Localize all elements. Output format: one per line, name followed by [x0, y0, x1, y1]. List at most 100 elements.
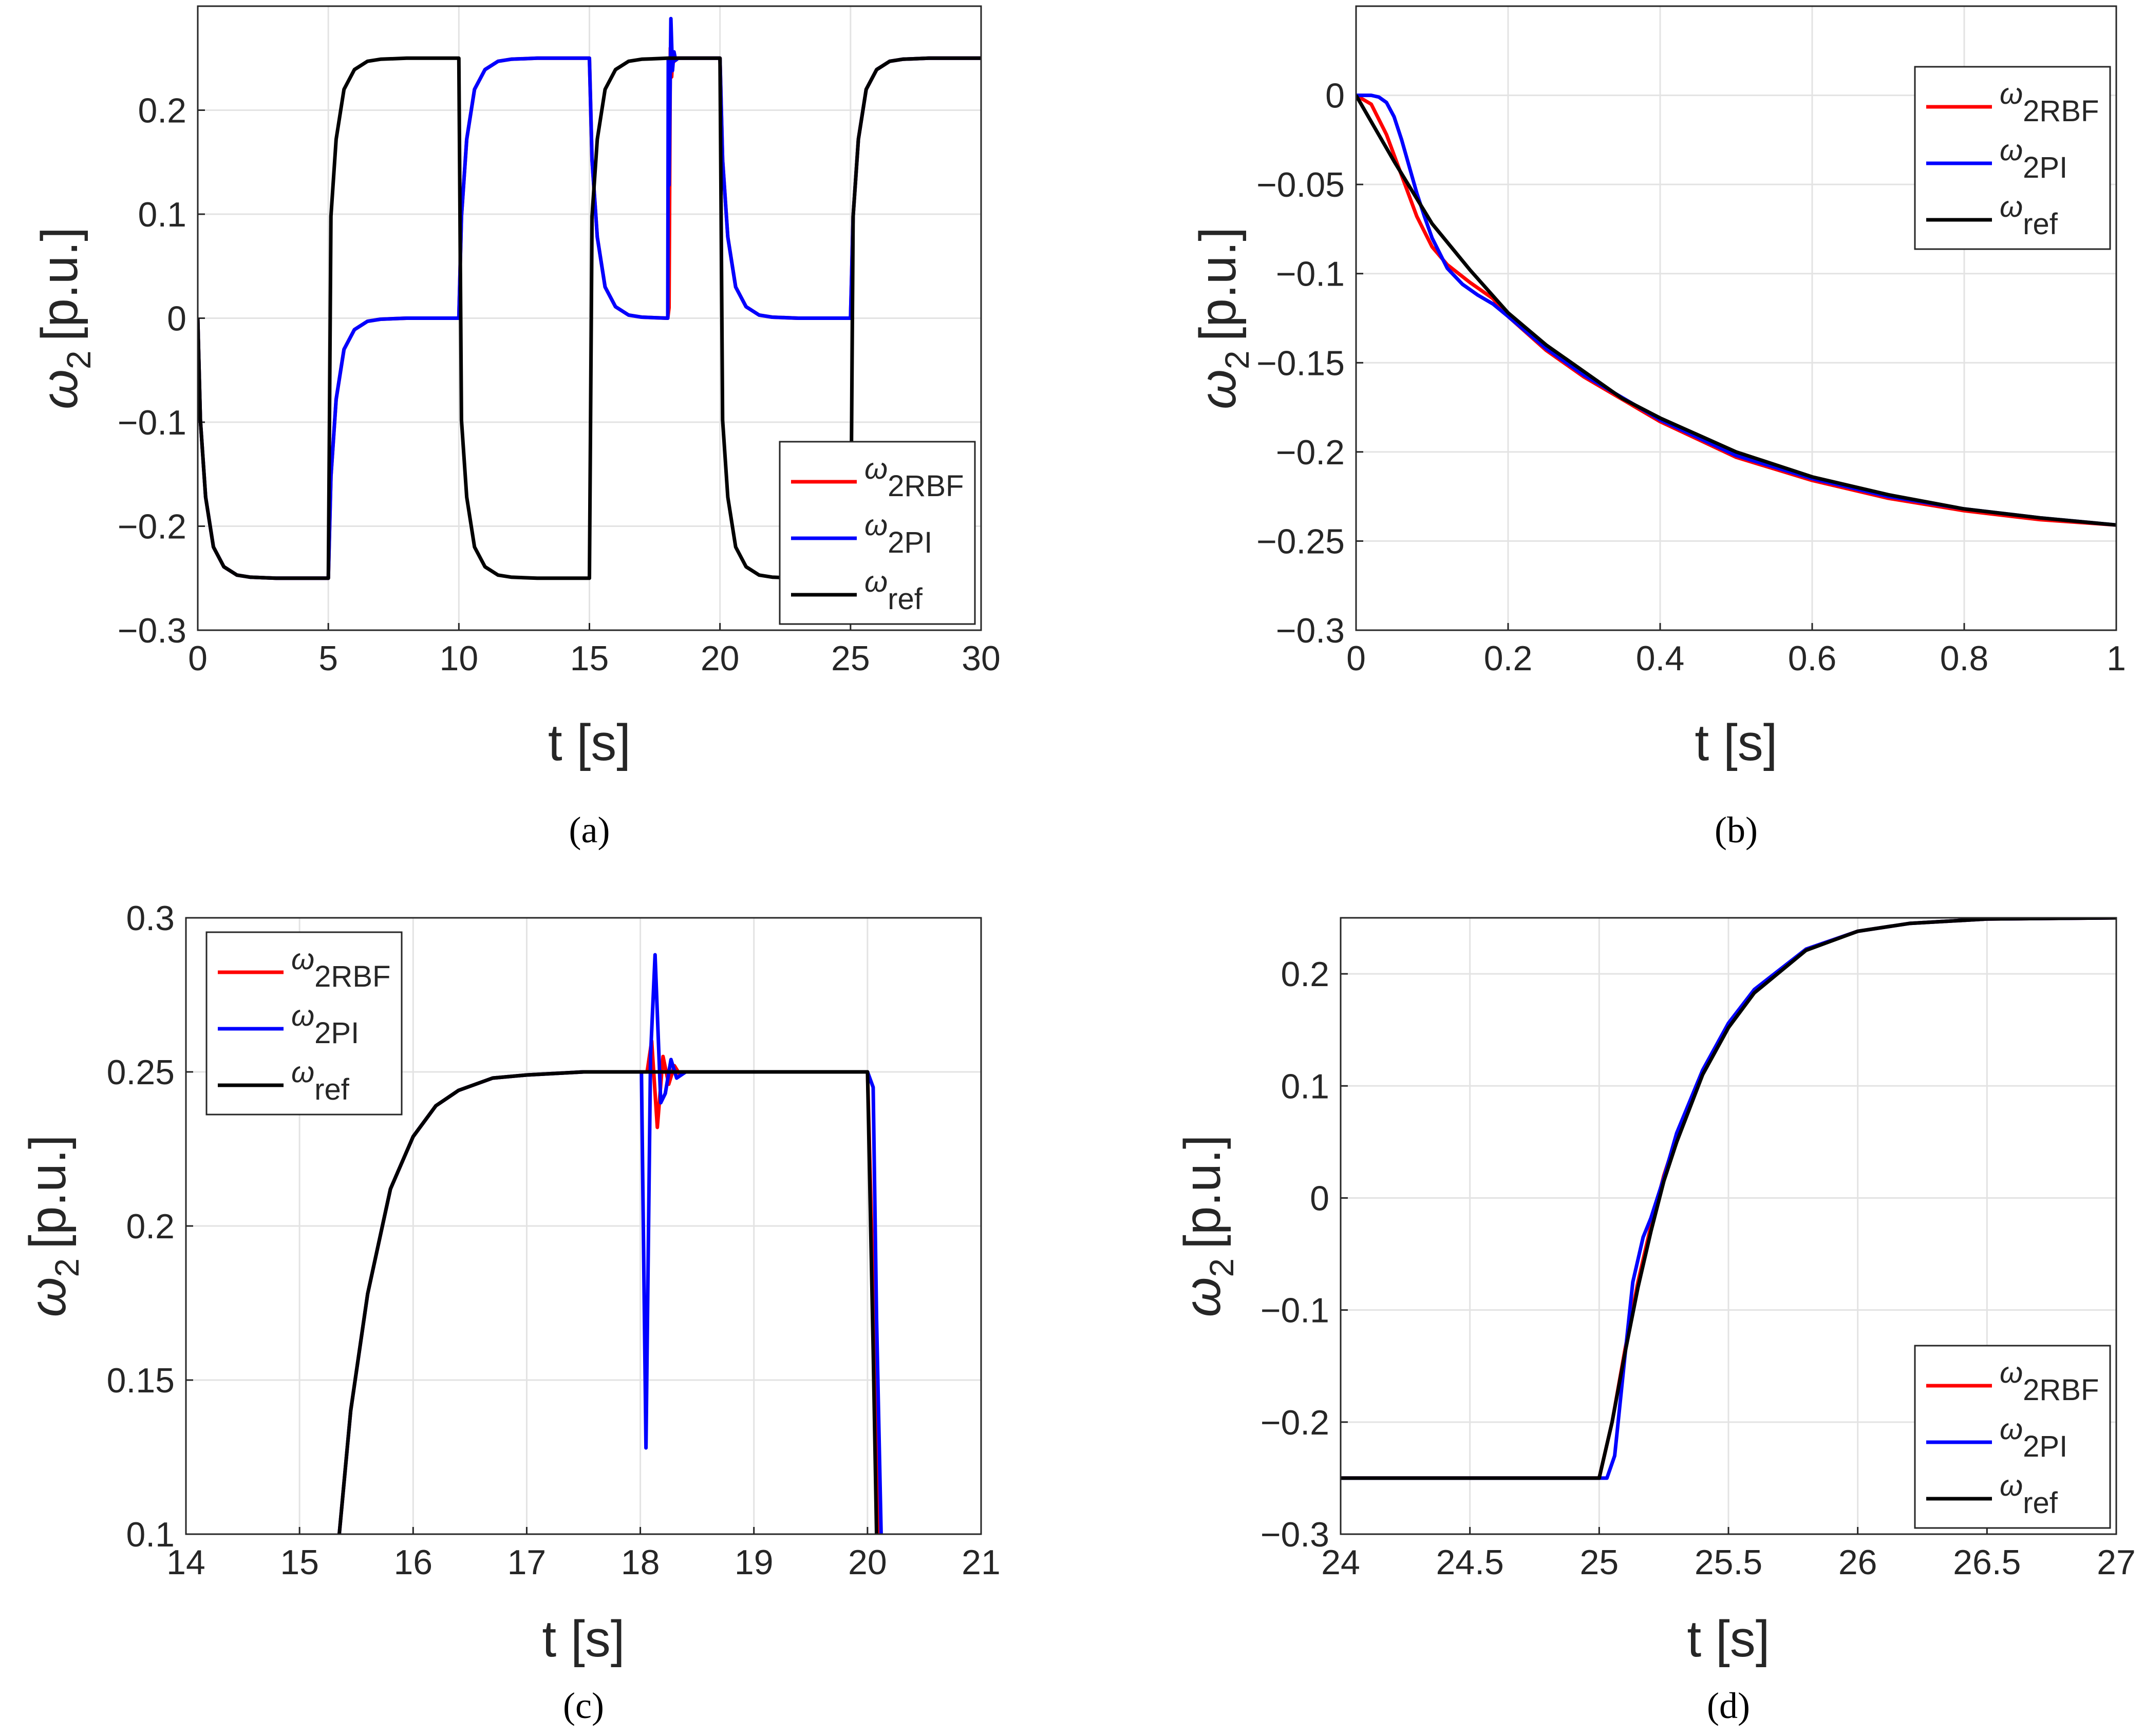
y-tick-label: 0.3 — [126, 899, 175, 938]
axes-frame — [1355, 5, 2117, 631]
y-tick-label: 0 — [167, 299, 186, 338]
x-tick-label: 17 — [507, 1543, 547, 1582]
y-tick-label: −0.15 — [1256, 344, 1345, 383]
x-axis-label: t [s] — [548, 714, 631, 771]
legend-subscript: ref — [2023, 207, 2058, 241]
legend-label-ref: ωref — [864, 565, 923, 616]
y-tick-label: −0.2 — [1276, 433, 1345, 472]
series-group — [1356, 93, 2116, 527]
legend-subscript: 2RBF — [2023, 1373, 2099, 1407]
x-tick-label: 24.5 — [1436, 1543, 1503, 1582]
panel-label: (d) — [1707, 1685, 1750, 1726]
legend-symbol: ω — [2000, 1469, 2023, 1502]
y-label-unit: [p.u.] — [19, 1135, 77, 1249]
y-tick-label: 0.25 — [107, 1053, 175, 1092]
x-tick-label: 25 — [831, 639, 870, 678]
panel-label: (c) — [563, 1685, 604, 1726]
legend-symbol: ω — [2000, 134, 2023, 167]
legend-symbol: ω — [864, 508, 888, 542]
x-axis-label: t [s] — [1695, 714, 1777, 771]
legend-label-rbf: ω2RBF — [864, 452, 964, 503]
x-tick-label: 20 — [701, 639, 740, 678]
legend-symbol: ω — [2000, 77, 2023, 110]
x-tick-label: 0 — [1346, 639, 1366, 678]
y-label-symbol: ω — [19, 1277, 77, 1317]
panel-label: (b) — [1715, 809, 1758, 851]
y-tick-label: −0.25 — [1256, 522, 1345, 561]
y-tick-label: 0.1 — [138, 195, 186, 234]
legend-subscript: 2PI — [314, 1016, 359, 1050]
legend-symbol: ω — [2000, 1412, 2023, 1446]
legend-subscript: 2PI — [2023, 151, 2067, 184]
chart-d: 24 24.5 25 25.5 26 26.5 27 −0.3 −0.2 −0.1 0 0.1 0.2 t… — [1174, 917, 2136, 1726]
legend-subscript: 2RBF — [2023, 95, 2099, 128]
x-tick-label: 10 — [440, 639, 479, 678]
x-tick-label: 5 — [318, 639, 338, 678]
axes-frame — [1340, 917, 2117, 1535]
legend-subscript: 2PI — [888, 526, 932, 559]
series-line-ref — [1341, 918, 2116, 1480]
y-tick-label: −0.1 — [118, 403, 186, 442]
legend-label-pi: ω2PI — [2000, 1412, 2067, 1463]
x-tick-label: 20 — [848, 1543, 887, 1582]
panel-label: (a) — [569, 809, 610, 851]
legend-symbol: ω — [291, 942, 314, 976]
y-label-unit: [p.u.] — [31, 227, 88, 341]
y-tick-label: −0.3 — [1276, 611, 1345, 650]
y-tick-label: −0.2 — [118, 507, 186, 546]
x-tick-label: 0.6 — [1788, 639, 1837, 678]
x-tick-label: 25.5 — [1695, 1543, 1762, 1582]
legend-label-ref: ωref — [2000, 190, 2058, 241]
y-tick-label: 0.1 — [1281, 1067, 1329, 1106]
x-tick-label: 24 — [1321, 1543, 1360, 1582]
series-group — [337, 953, 883, 1534]
x-tick-label: 16 — [393, 1543, 432, 1582]
y-tick-label: 0 — [1325, 77, 1345, 116]
axes-frame — [185, 917, 982, 1535]
legend-symbol: ω — [864, 452, 888, 485]
y-label-subscript: 2 — [1218, 350, 1256, 369]
y-tick-label: −0.1 — [1261, 1291, 1329, 1330]
legend-label-pi: ω2PI — [2000, 134, 2067, 184]
y-label-symbol: ω — [31, 369, 88, 409]
x-tick-label: 0.4 — [1636, 639, 1685, 678]
series-group — [1341, 918, 2116, 1480]
chart-b: 0 0.2 0.4 0.6 0.8 1 −0.3 −0.25 −0.2 −0.15 −0.1 −0.0… — [1189, 5, 2126, 851]
legend-subscript: 2RBF — [314, 960, 390, 993]
legend-symbol: ω — [291, 999, 314, 1032]
x-tick-label: 18 — [621, 1543, 660, 1582]
legend-subscript: ref — [2023, 1486, 2058, 1520]
x-tick-label: 14 — [166, 1543, 205, 1582]
legend-label-rbf: ω2RBF — [2000, 77, 2099, 128]
legend-symbol: ω — [291, 1055, 314, 1089]
legend-symbol: ω — [864, 565, 888, 598]
legend-label-ref: ωref — [291, 1055, 350, 1106]
y-tick-label: 0.2 — [138, 91, 186, 130]
x-tick-label: 0.8 — [1940, 639, 1989, 678]
y-tick-label: 0.2 — [1281, 955, 1329, 994]
y-label-subscript: 2 — [48, 1258, 86, 1277]
x-tick-label: 0.2 — [1484, 639, 1533, 678]
legend-label-pi: ω2PI — [291, 999, 359, 1050]
series-line-ref — [337, 1070, 878, 1534]
chart-c: 14 15 16 17 18 19 20 210.10.150.20.250.3t [s]ω2… — [19, 899, 1001, 1726]
y-tick-label: −0.3 — [118, 611, 186, 650]
y-tick-label: 0 — [1310, 1179, 1329, 1218]
legend-label-ref: ωref — [2000, 1469, 2058, 1520]
y-label-subscript: 2 — [60, 350, 98, 369]
x-tick-label: 19 — [735, 1543, 774, 1582]
series-line-pi — [198, 16, 981, 580]
y-axis-label: ω2 [p.u.] — [1174, 1135, 1240, 1317]
y-label-symbol: ω — [1174, 1277, 1231, 1317]
y-axis-label: ω2 [p.u.] — [31, 227, 98, 409]
chart-a: 0 5 10 15 20 25 30−0.3−0.2−0.100.10.2t [s]ω2[p… — [31, 5, 1001, 851]
legend-subscript: 2PI — [2023, 1430, 2067, 1463]
y-axis-label: ω2 [p.u.] — [1189, 227, 1256, 409]
x-axis-label: t [s] — [542, 1610, 625, 1668]
y-label-unit: [p.u.] — [1189, 227, 1247, 341]
legend-symbol: ω — [2000, 190, 2023, 223]
